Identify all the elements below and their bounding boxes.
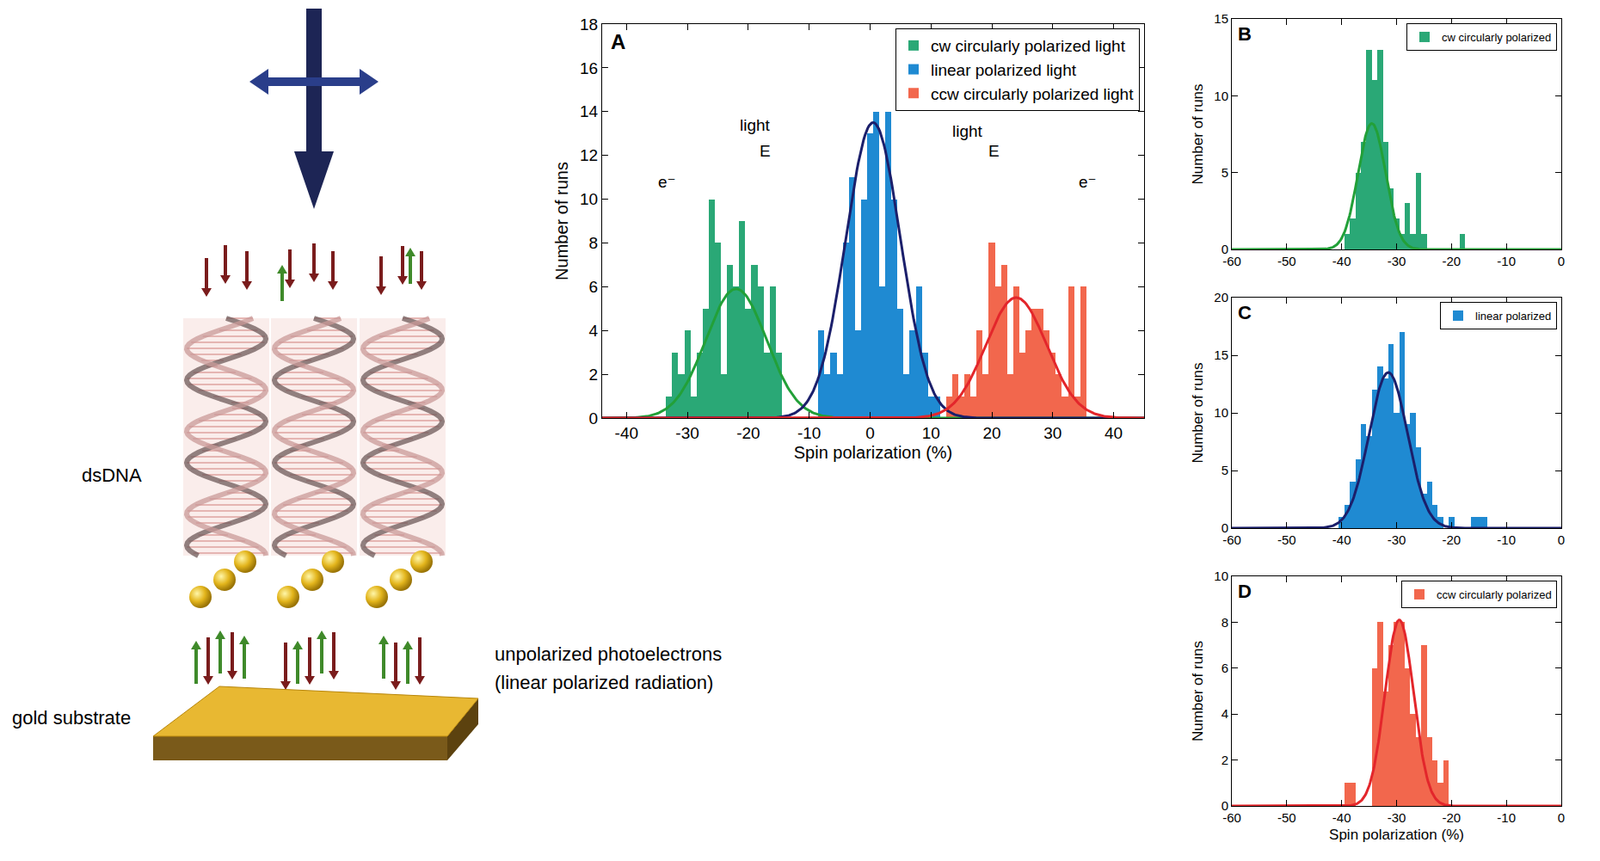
svg-text:10: 10 [1213, 405, 1229, 420]
svg-text:6: 6 [1221, 660, 1229, 676]
svg-text:15: 15 [1213, 347, 1229, 363]
svg-text:ccw circularly polarized light: ccw circularly polarized light [930, 85, 1134, 104]
svg-text:-20: -20 [1441, 532, 1461, 548]
svg-text:16: 16 [579, 59, 598, 78]
svg-text:Number of runs: Number of runs [552, 161, 572, 281]
svg-text:-50: -50 [1277, 532, 1297, 548]
svg-text:-10: -10 [1496, 532, 1516, 548]
svg-text:0: 0 [1557, 532, 1565, 548]
svg-text:10: 10 [1213, 88, 1229, 104]
svg-text:-60: -60 [1222, 253, 1242, 269]
svg-text:10: 10 [922, 424, 941, 443]
svg-text:B: B [1237, 23, 1252, 45]
svg-text:20: 20 [982, 424, 1001, 443]
svg-text:linear polarized light: linear polarized light [930, 61, 1077, 80]
svg-text:E: E [988, 141, 1000, 160]
svg-text:cw circularly polarized: cw circularly polarized [1441, 30, 1551, 44]
svg-text:0: 0 [589, 409, 599, 428]
svg-text:10: 10 [1213, 568, 1229, 584]
svg-text:-60: -60 [1222, 532, 1242, 548]
svg-text:cw circularly polarized light: cw circularly polarized light [930, 36, 1127, 56]
svg-text:-20: -20 [736, 424, 760, 443]
svg-text:8: 8 [589, 233, 599, 253]
svg-text:-50: -50 [1277, 810, 1297, 825]
svg-text:Number of runs: Number of runs [1189, 640, 1207, 742]
svg-text:-30: -30 [675, 424, 699, 443]
svg-text:-50: -50 [1277, 253, 1297, 269]
svg-text:unpolarized photoelectrons: unpolarized photoelectrons [494, 643, 722, 665]
svg-text:-30: -30 [1387, 532, 1407, 548]
svg-text:-40: -40 [615, 424, 639, 443]
svg-text:12: 12 [579, 146, 598, 165]
svg-text:0: 0 [1221, 798, 1229, 813]
svg-text:-40: -40 [1332, 253, 1352, 269]
svg-text:dsDNA: dsDNA [81, 464, 142, 487]
svg-text:20: 20 [1213, 289, 1229, 305]
svg-text:linear polarized: linear polarized [1475, 309, 1551, 323]
svg-text:-40: -40 [1332, 810, 1352, 825]
svg-text:-10: -10 [1496, 253, 1516, 269]
svg-text:-40: -40 [1332, 532, 1352, 548]
svg-text:0: 0 [1557, 810, 1565, 825]
svg-text:0: 0 [1557, 253, 1565, 269]
svg-text:Spin polarization (%): Spin polarization (%) [793, 443, 954, 462]
svg-text:Number of runs: Number of runs [1189, 83, 1207, 185]
svg-text:14: 14 [579, 102, 599, 121]
svg-text:D: D [1237, 580, 1252, 603]
svg-text:E: E [759, 141, 771, 160]
svg-text:light: light [952, 122, 984, 141]
svg-text:0: 0 [865, 424, 875, 443]
svg-text:(linear polarized radiation): (linear polarized radiation) [494, 671, 714, 694]
svg-text:40: 40 [1104, 424, 1123, 443]
svg-text:10: 10 [579, 190, 598, 209]
svg-text:e⁻: e⁻ [1078, 172, 1097, 191]
svg-text:2: 2 [589, 365, 599, 384]
svg-text:0: 0 [1221, 241, 1229, 257]
svg-text:8: 8 [1221, 615, 1229, 630]
svg-text:5: 5 [1221, 165, 1229, 180]
svg-text:-20: -20 [1441, 253, 1461, 269]
svg-text:2: 2 [1221, 752, 1229, 768]
svg-text:-60: -60 [1222, 810, 1242, 825]
svg-text:light: light [739, 116, 771, 135]
svg-text:ccw circularly polarized: ccw circularly polarized [1436, 588, 1552, 602]
svg-text:0: 0 [1221, 520, 1229, 536]
svg-text:4: 4 [589, 321, 599, 340]
svg-text:18: 18 [579, 15, 598, 34]
svg-text:6: 6 [589, 277, 599, 296]
svg-text:gold substrate: gold substrate [12, 707, 131, 729]
svg-text:15: 15 [1213, 11, 1229, 26]
svg-text:-20: -20 [1441, 810, 1461, 825]
svg-text:A: A [610, 30, 626, 54]
svg-text:-10: -10 [797, 424, 821, 443]
svg-text:C: C [1237, 301, 1252, 324]
svg-text:Spin polarization (%): Spin polarization (%) [1329, 826, 1465, 844]
svg-text:5: 5 [1221, 462, 1229, 478]
svg-text:-30: -30 [1387, 253, 1407, 269]
svg-text:-10: -10 [1496, 810, 1516, 825]
svg-text:-30: -30 [1387, 810, 1407, 825]
svg-text:30: 30 [1043, 424, 1062, 443]
svg-text:4: 4 [1221, 706, 1229, 721]
svg-text:e⁻: e⁻ [658, 172, 677, 191]
svg-text:Number of runs: Number of runs [1189, 362, 1207, 463]
